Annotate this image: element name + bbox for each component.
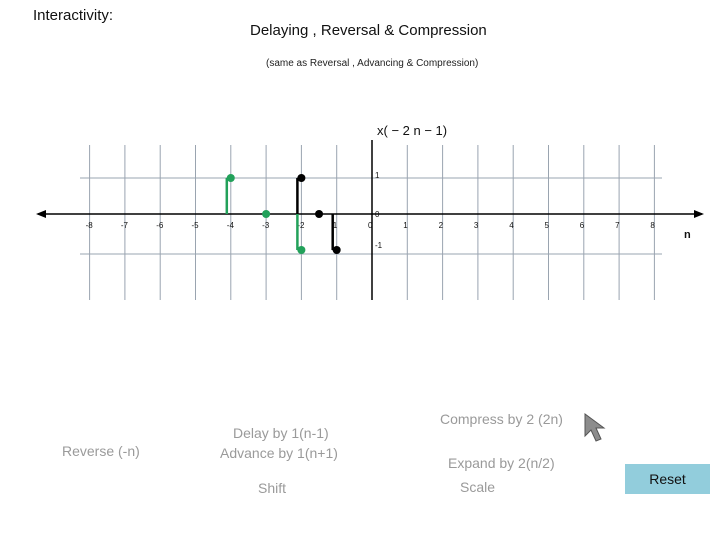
- expand-button[interactable]: Expand by 2(n/2): [448, 455, 555, 471]
- x-tick-label: 0: [368, 221, 373, 230]
- reset-button[interactable]: Reset: [625, 464, 710, 494]
- x-tick-label: 2: [439, 221, 444, 230]
- x-axis-arrow-right: [694, 210, 704, 218]
- x-tick-label: 7: [615, 221, 620, 230]
- stem-point: [297, 246, 306, 254]
- stem-point: [332, 246, 341, 254]
- stem-point: [315, 210, 324, 218]
- page-subtitle: (same as Reversal , Advancing & Compress…: [266, 58, 479, 69]
- y-tick-label: 0: [375, 210, 380, 219]
- x-tick-label: 4: [509, 221, 514, 230]
- x-axis-label: n: [684, 229, 691, 241]
- x-tick-label: -5: [192, 221, 200, 230]
- axes: [36, 140, 704, 300]
- compress-button[interactable]: Compress by 2 (2n): [440, 411, 563, 427]
- x-tick-label: -6: [156, 221, 164, 230]
- delay-button[interactable]: Delay by 1(n-1): [233, 425, 329, 441]
- x-tick-label: -4: [227, 221, 235, 230]
- x-tick-label: -3: [262, 221, 270, 230]
- stem-point: [262, 210, 271, 218]
- page-title: Delaying , Reversal & Compression: [250, 22, 487, 39]
- y-tick-label: 1: [375, 171, 380, 180]
- x-tick-label: 1: [333, 221, 338, 230]
- ticks: -8 -7 -6 -5 -4 -3 -2 1 0 1 2 3 4 5 6 7 8 1 0 -1: [86, 171, 656, 250]
- marks: [225, 174, 341, 254]
- x-tick-label: 5: [545, 221, 550, 230]
- reverse-button[interactable]: Reverse (-n): [62, 443, 140, 459]
- shift-label: Shift: [258, 480, 287, 496]
- chart-title: x( − 2 n − 1): [377, 123, 447, 138]
- stem-point: [226, 174, 235, 182]
- arrow-cursor-icon: [584, 413, 606, 442]
- x-tick-label: 3: [474, 221, 479, 230]
- x-tick-label: 1: [403, 221, 408, 230]
- x-tick-label: -8: [86, 221, 94, 230]
- advance-button[interactable]: Advance by 1(n+1): [220, 445, 338, 461]
- interactivity-label: Interactivity:: [33, 7, 114, 24]
- scale-label: Scale: [460, 479, 496, 495]
- x-tick-label: -2: [297, 221, 305, 230]
- stem-point: [297, 174, 306, 182]
- x-axis-arrow-left: [36, 210, 46, 218]
- x-tick-label: 6: [580, 221, 585, 230]
- x-tick-label: 8: [650, 221, 655, 230]
- y-tick-label: -1: [375, 241, 383, 250]
- x-tick-label: -7: [121, 221, 129, 230]
